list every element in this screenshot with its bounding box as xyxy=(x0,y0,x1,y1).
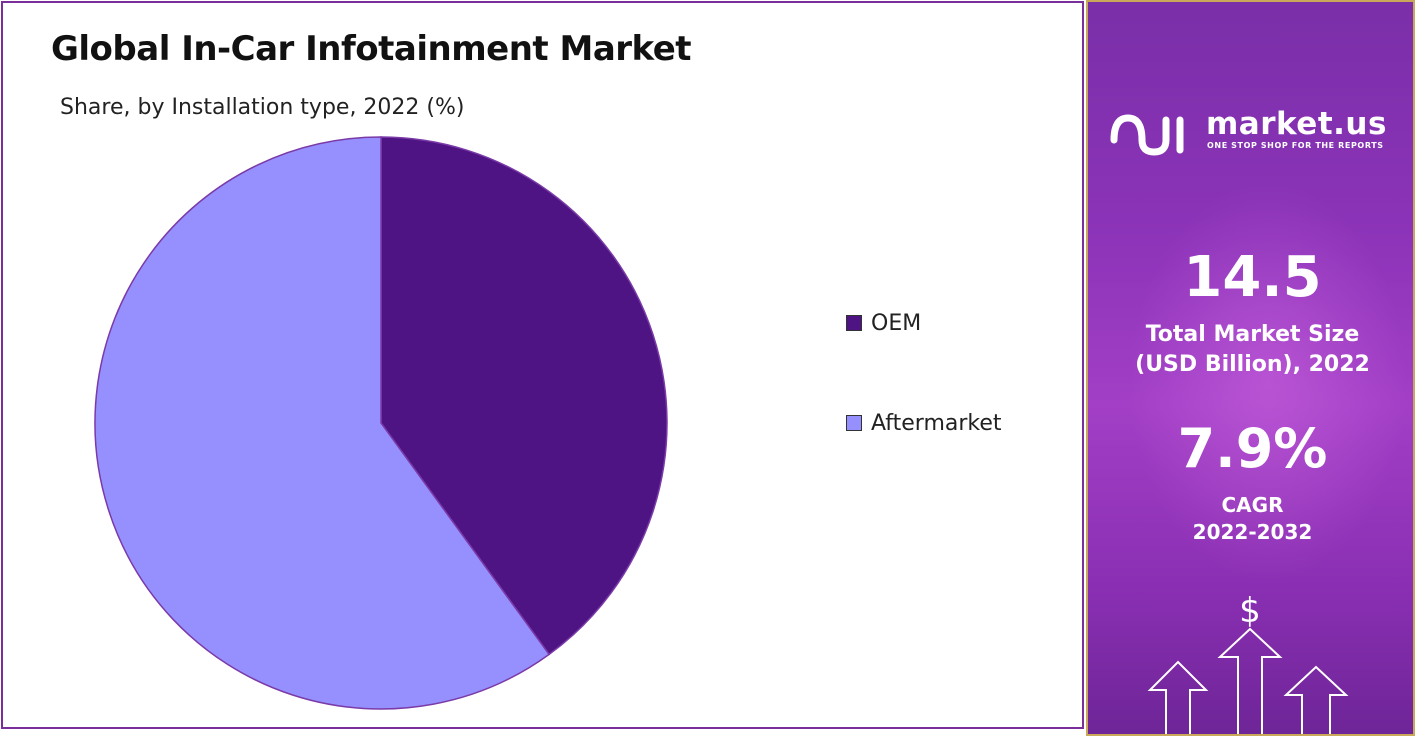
growth-arrows-icon: $ xyxy=(1147,591,1349,734)
cagr-label-line1: CAGR xyxy=(1221,493,1284,517)
legend-item-aftermarket: Aftermarket xyxy=(846,403,1002,443)
cagr-label-line2: 2022-2032 xyxy=(1192,520,1313,544)
pie-chart xyxy=(94,136,668,710)
pie-slice-aftermarket xyxy=(94,136,551,710)
background-glow xyxy=(1128,182,1408,582)
chart-legend: OEM Aftermarket xyxy=(846,303,1002,503)
market-size-label-line2: (USD Billion), 2022 xyxy=(1135,352,1370,377)
legend-label-aftermarket: Aftermarket xyxy=(871,410,1002,436)
chart-subtitle: Share, by Installation type, 2022 (%) xyxy=(60,95,465,120)
side-panel: market.us ONE STOP SHOP FOR THE REPORTS … xyxy=(1086,0,1415,736)
chart-panel: Global In-Car Infotainment Market Share,… xyxy=(1,1,1084,729)
legend-label-oem: OEM xyxy=(871,310,922,336)
brand-name: market.us xyxy=(1206,106,1387,142)
legend-item-oem: OEM xyxy=(846,303,1002,343)
brand-logo: market.us ONE STOP SHOP FOR THE REPORTS xyxy=(1108,106,1408,156)
brand-tagline: ONE STOP SHOP FOR THE REPORTS xyxy=(1207,141,1384,150)
market-us-logo-icon xyxy=(1110,114,1184,156)
chart-title: Global In-Car Infotainment Market xyxy=(51,29,692,69)
cagr-value: 7.9% xyxy=(1177,417,1328,480)
market-size-label-line1: Total Market Size xyxy=(1145,322,1360,347)
pie-slice-oem xyxy=(380,136,668,656)
dollar-sign: $ xyxy=(1239,591,1261,631)
legend-swatch-aftermarket xyxy=(846,415,862,431)
market-size-value: 14.5 xyxy=(1183,245,1322,310)
legend-swatch-oem xyxy=(846,315,862,331)
